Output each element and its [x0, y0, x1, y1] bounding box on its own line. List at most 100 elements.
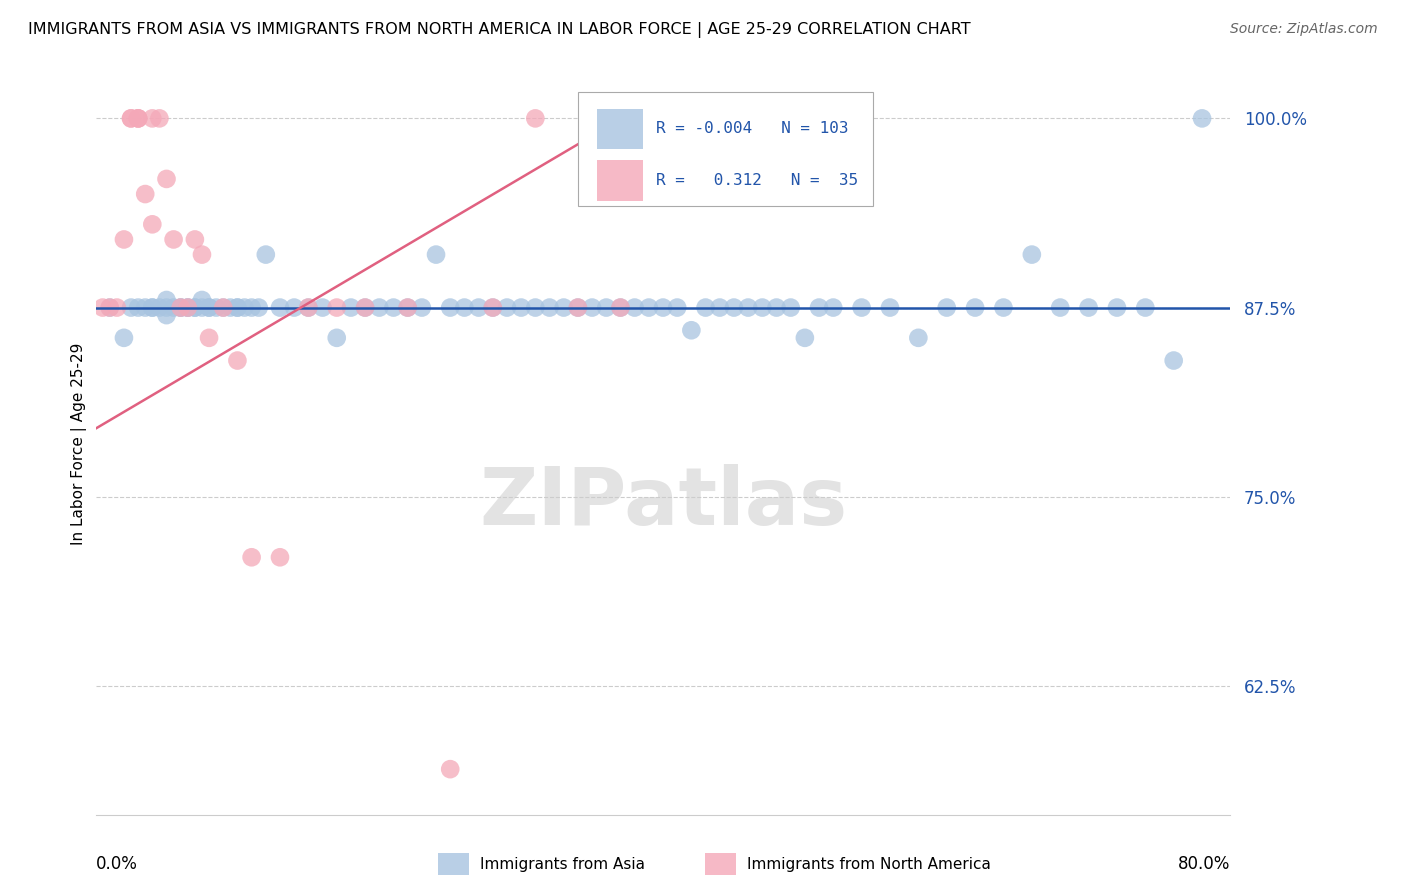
Point: [162, 301, 184, 315]
Point: [226, 301, 249, 315]
Point: [637, 301, 659, 315]
Point: [368, 301, 391, 315]
Point: [354, 301, 377, 315]
Point: [155, 308, 177, 322]
Point: [162, 232, 184, 246]
Point: [311, 301, 333, 315]
Point: [609, 301, 631, 315]
Point: [823, 301, 845, 315]
Text: Source: ZipAtlas.com: Source: ZipAtlas.com: [1230, 22, 1378, 37]
Point: [524, 301, 547, 315]
Text: 0.0%: 0.0%: [96, 855, 138, 872]
Point: [177, 301, 200, 315]
Point: [134, 301, 156, 315]
Point: [120, 112, 142, 126]
Point: [240, 550, 263, 565]
Point: [737, 301, 759, 315]
Point: [623, 301, 645, 315]
Point: [170, 301, 193, 315]
Point: [91, 301, 114, 315]
Point: [1049, 301, 1071, 315]
Point: [254, 247, 277, 261]
Point: [205, 301, 228, 315]
Point: [907, 331, 929, 345]
Point: [453, 301, 475, 315]
Text: R = -0.004   N = 103: R = -0.004 N = 103: [657, 121, 849, 136]
Point: [198, 301, 221, 315]
Point: [411, 301, 433, 315]
Point: [481, 301, 503, 315]
Point: [765, 301, 787, 315]
Point: [793, 331, 815, 345]
Point: [935, 301, 957, 315]
Point: [1077, 301, 1099, 315]
Y-axis label: In Labor Force | Age 25-29: In Labor Force | Age 25-29: [72, 343, 87, 545]
FancyBboxPatch shape: [598, 161, 643, 201]
Point: [191, 293, 214, 307]
Point: [723, 301, 745, 315]
Point: [1105, 301, 1128, 315]
Point: [191, 247, 214, 261]
Point: [240, 301, 263, 315]
Point: [141, 301, 163, 315]
Point: [325, 331, 347, 345]
Point: [198, 331, 221, 345]
Point: [155, 172, 177, 186]
Point: [141, 112, 163, 126]
Point: [269, 301, 291, 315]
Point: [581, 301, 603, 315]
Point: [191, 301, 214, 315]
Text: 80.0%: 80.0%: [1178, 855, 1230, 872]
Point: [396, 301, 419, 315]
Point: [105, 301, 128, 315]
Point: [808, 301, 831, 315]
Point: [127, 112, 149, 126]
Point: [170, 301, 193, 315]
Point: [155, 293, 177, 307]
Point: [127, 112, 149, 126]
Point: [325, 301, 347, 315]
Point: [1163, 353, 1185, 368]
Point: [283, 301, 305, 315]
Point: [524, 112, 547, 126]
Point: [1135, 301, 1157, 315]
Point: [177, 301, 200, 315]
Point: [297, 301, 319, 315]
Point: [212, 301, 235, 315]
Point: [851, 301, 873, 315]
Point: [141, 301, 163, 315]
Point: [148, 301, 170, 315]
Point: [177, 301, 200, 315]
Point: [396, 301, 419, 315]
Point: [112, 232, 135, 246]
Point: [98, 301, 121, 315]
Point: [184, 232, 207, 246]
Point: [652, 301, 675, 315]
Point: [112, 331, 135, 345]
Text: ZIPatlas: ZIPatlas: [479, 464, 848, 542]
Point: [965, 301, 987, 315]
Point: [340, 301, 363, 315]
Point: [226, 301, 249, 315]
Point: [510, 301, 533, 315]
Point: [425, 247, 447, 261]
Text: R =   0.312   N =  35: R = 0.312 N = 35: [657, 173, 858, 188]
Point: [879, 301, 901, 315]
Point: [184, 301, 207, 315]
Point: [247, 301, 270, 315]
Point: [467, 301, 489, 315]
Point: [993, 301, 1015, 315]
Point: [269, 550, 291, 565]
Point: [695, 301, 717, 315]
Point: [354, 301, 377, 315]
FancyBboxPatch shape: [598, 109, 643, 149]
Point: [120, 112, 142, 126]
Point: [439, 762, 461, 776]
Text: Immigrants from Asia: Immigrants from Asia: [481, 856, 645, 871]
Point: [1191, 112, 1213, 126]
Point: [155, 301, 177, 315]
Point: [127, 112, 149, 126]
Point: [170, 301, 193, 315]
FancyBboxPatch shape: [578, 92, 873, 206]
Point: [1021, 247, 1043, 261]
